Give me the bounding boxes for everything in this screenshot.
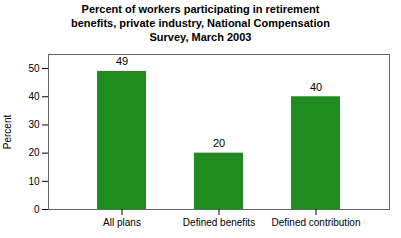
svg-text:Defined benefits: Defined benefits xyxy=(183,217,255,228)
html-text:Percent of workers participati: Percent of workers participating in reti… xyxy=(71,3,330,43)
svg-text:49: 49 xyxy=(116,56,128,68)
svg-text:40: 40 xyxy=(28,91,40,102)
svg-text:50: 50 xyxy=(28,63,40,74)
svg-text:10: 10 xyxy=(28,176,40,187)
svg-text:30: 30 xyxy=(28,119,40,130)
svg-text:Percent: Percent xyxy=(2,115,13,150)
svg-text:All plans: All plans xyxy=(103,217,141,228)
svg-text:40: 40 xyxy=(310,81,322,93)
svg-text:0: 0 xyxy=(34,204,40,215)
svg-text:20: 20 xyxy=(28,148,40,159)
svg-text:Defined contribution: Defined contribution xyxy=(272,217,361,228)
svg-text:20: 20 xyxy=(213,137,225,149)
